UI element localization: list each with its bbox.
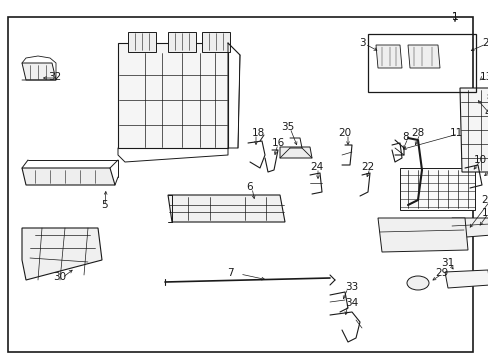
Text: 22: 22	[361, 162, 374, 172]
Polygon shape	[202, 32, 229, 52]
Text: 30: 30	[53, 272, 66, 282]
Text: 2: 2	[482, 38, 488, 48]
Polygon shape	[377, 218, 467, 252]
Text: 29: 29	[434, 268, 447, 278]
Text: 7: 7	[226, 268, 233, 278]
Text: 16: 16	[271, 138, 285, 148]
Polygon shape	[168, 195, 285, 222]
Text: 4: 4	[484, 108, 488, 118]
Text: 28: 28	[410, 128, 424, 138]
Polygon shape	[168, 32, 196, 52]
Text: 34: 34	[345, 298, 358, 308]
Text: 18: 18	[251, 128, 264, 138]
Polygon shape	[280, 147, 311, 158]
Text: 24: 24	[309, 162, 323, 172]
Polygon shape	[118, 43, 227, 148]
Text: 3: 3	[358, 38, 365, 48]
Text: 8: 8	[402, 132, 408, 142]
Text: 35: 35	[281, 122, 294, 132]
Text: 6: 6	[246, 182, 253, 192]
Text: 33: 33	[345, 282, 358, 292]
Polygon shape	[375, 45, 401, 68]
Polygon shape	[22, 63, 56, 80]
Text: 1: 1	[451, 12, 457, 22]
Polygon shape	[128, 32, 156, 52]
Text: 23: 23	[480, 195, 488, 205]
Text: 1: 1	[451, 12, 457, 22]
Polygon shape	[459, 88, 488, 172]
Polygon shape	[399, 168, 474, 210]
Text: 11: 11	[448, 128, 462, 138]
Polygon shape	[444, 270, 488, 288]
Text: 10: 10	[472, 155, 486, 165]
Text: 20: 20	[338, 128, 351, 138]
Text: 31: 31	[441, 258, 454, 268]
Text: 12: 12	[480, 208, 488, 218]
Ellipse shape	[406, 276, 428, 290]
Text: 13: 13	[479, 72, 488, 82]
Polygon shape	[451, 218, 488, 238]
Polygon shape	[22, 168, 115, 185]
Bar	[367, 34, 475, 92]
Text: 5: 5	[102, 200, 108, 210]
Polygon shape	[22, 228, 102, 280]
Text: 32: 32	[48, 72, 61, 82]
Polygon shape	[407, 45, 439, 68]
